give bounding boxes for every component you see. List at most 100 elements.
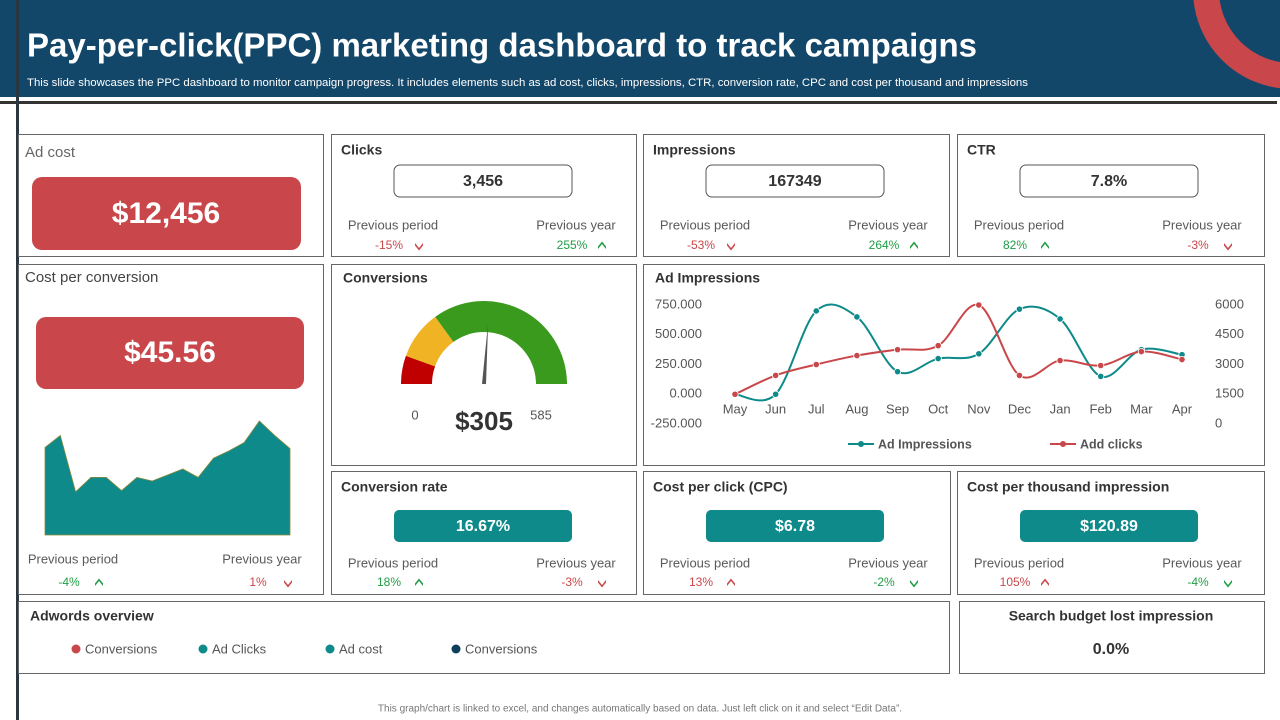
- gauge-band: [435, 300, 567, 384]
- point: [1015, 305, 1024, 313]
- x-tick-label: Aug: [845, 401, 868, 416]
- point: [893, 346, 902, 354]
- legend-label: Add clicks: [1080, 437, 1143, 451]
- point: [1097, 361, 1105, 370]
- point: [934, 354, 942, 363]
- x-tick-label: Jul: [808, 401, 825, 416]
- legend-label: Conversions: [85, 641, 158, 656]
- trend-arrow: [284, 580, 292, 588]
- legend-label: Conversions: [465, 641, 538, 656]
- point: [1056, 356, 1064, 365]
- trend-arrow: [1224, 580, 1232, 588]
- card: [18, 264, 324, 595]
- point: [893, 368, 902, 376]
- y-tick-label: 750.000: [655, 296, 702, 311]
- stat-label: Previous period: [974, 555, 1064, 570]
- point: [853, 351, 861, 360]
- trend-arrow: [1224, 243, 1232, 251]
- point: [1056, 315, 1064, 323]
- legend-dot: [71, 644, 81, 654]
- gauge-band: [401, 355, 436, 384]
- trend-arrow: [727, 243, 735, 251]
- x-tick-label: Nov: [967, 401, 991, 416]
- legend-dot: [325, 644, 335, 654]
- card: [643, 264, 1265, 466]
- trend-arrow: [598, 241, 606, 249]
- value-box: [394, 510, 572, 542]
- gauge-min: 0: [411, 407, 418, 422]
- card-title: Conversion rate: [341, 479, 448, 495]
- stat-label: Previous period: [348, 555, 438, 570]
- trend-arrow: [415, 578, 423, 586]
- x-tick-label: Feb: [1090, 401, 1112, 416]
- stat-value: 255%: [557, 238, 588, 252]
- point: [812, 307, 820, 315]
- value-box: [1019, 164, 1199, 198]
- card-title: Ad cost: [25, 144, 76, 161]
- card-value: 167349: [768, 173, 821, 190]
- stat-value: -53%: [687, 238, 715, 252]
- stat-label: Previous period: [348, 217, 438, 232]
- header-band: [0, 0, 1280, 97]
- point: [934, 342, 942, 350]
- legend-dot: [1060, 441, 1066, 447]
- card-value: $120.89: [1080, 518, 1138, 535]
- trend-arrow: [1041, 578, 1049, 586]
- card-value: 3,456: [463, 173, 503, 190]
- y2-tick-label: 0: [1215, 415, 1222, 430]
- x-tick-label: Apr: [1172, 401, 1193, 416]
- area: [44, 420, 291, 536]
- stat-label: Previous year: [222, 551, 302, 566]
- footer-note: This graph/chart is linked to excel, and…: [378, 704, 902, 715]
- stat-label: Previous period: [974, 217, 1064, 232]
- card-title: Conversions: [343, 270, 428, 286]
- point: [1137, 348, 1145, 356]
- stat-label: Previous period: [660, 555, 750, 570]
- point: [975, 350, 983, 358]
- y-tick-label: 250.000: [655, 356, 702, 371]
- gauge-band: [405, 316, 454, 367]
- stat-label: Previous year: [536, 555, 616, 570]
- card-title: Impressions: [653, 142, 736, 158]
- stat-value: -2%: [873, 575, 895, 589]
- stat-value: -4%: [1187, 575, 1209, 589]
- gauge-value: $305: [455, 406, 513, 436]
- stat-value: 1%: [249, 575, 267, 589]
- legend-label: Ad Impressions: [878, 437, 972, 451]
- card-value: $12,456: [112, 197, 220, 230]
- point: [772, 390, 780, 398]
- point: [812, 360, 820, 369]
- x-tick-label: Jun: [765, 401, 786, 416]
- y-tick-label: 500.000: [655, 326, 702, 341]
- y2-tick-label: 3000: [1215, 356, 1244, 371]
- x-tick-label: Sep: [886, 401, 909, 416]
- point: [731, 390, 739, 398]
- stat-label: Previous year: [1162, 555, 1242, 570]
- trend-arrow: [95, 578, 103, 586]
- card-title: Clicks: [341, 142, 382, 158]
- stat-value: 82%: [1003, 238, 1027, 252]
- point: [853, 313, 861, 321]
- value-box: [706, 510, 884, 542]
- card-value: $6.78: [775, 518, 815, 535]
- x-tick-label: Dec: [1008, 401, 1032, 416]
- stat-value: -3%: [561, 575, 583, 589]
- stat-label: Previous period: [28, 551, 118, 566]
- page-title: Pay-per-click(PPC) marketing dashboard t…: [27, 27, 977, 64]
- value-box: [705, 164, 885, 198]
- value-box: [393, 164, 573, 198]
- card-title: Search budget lost impression: [1009, 608, 1214, 624]
- y2-tick-label: 1500: [1215, 386, 1244, 401]
- y2-tick-label: 4500: [1215, 326, 1244, 341]
- header-rule: [0, 101, 1277, 104]
- stat-value: 264%: [869, 238, 900, 252]
- card-value: 0.0%: [1093, 641, 1129, 658]
- card: [18, 601, 950, 674]
- x-tick-label: Mar: [1130, 401, 1153, 416]
- trend-arrow: [1041, 241, 1049, 249]
- card-value: 16.67%: [456, 518, 510, 535]
- x-tick-label: May: [723, 401, 748, 416]
- side-rule: [16, 0, 19, 720]
- stat-value: -4%: [58, 575, 80, 589]
